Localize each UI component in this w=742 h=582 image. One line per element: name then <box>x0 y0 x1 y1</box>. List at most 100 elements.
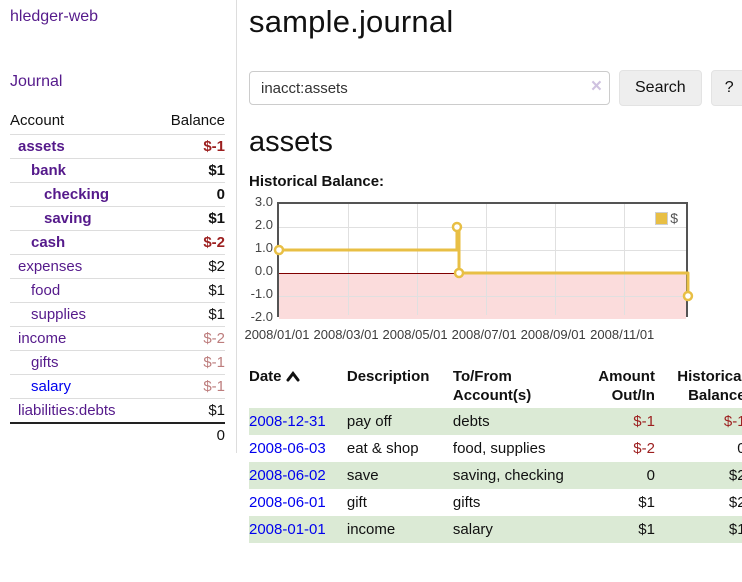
account-row: cash $-2 <box>10 230 225 255</box>
accounts-header-balance: Balance <box>170 112 225 129</box>
account-balance: $-1 <box>203 138 225 155</box>
account-link-gifts[interactable]: gifts <box>31 354 59 371</box>
register-row: 2008-06-01 gift gifts $1 $2 <box>249 489 742 516</box>
account-heading: assets <box>249 126 333 158</box>
account-row: gifts $-1 <box>10 350 225 375</box>
register-header-balance: Historical Balance <box>677 368 742 404</box>
account-row: salary $-1 <box>10 374 225 399</box>
transaction-date-link[interactable]: 2008-01-01 <box>249 521 326 538</box>
account-balance: $1 <box>208 402 225 419</box>
data-point-marker <box>273 244 285 256</box>
transaction-description: save <box>346 467 379 484</box>
register-header-accounts: To/From Account(s) <box>452 368 532 404</box>
transaction-accounts: gifts <box>452 494 481 511</box>
account-link-liabilities-debts[interactable]: liabilities:debts <box>18 402 116 419</box>
chart-plot: $ <box>273 202 694 319</box>
account-link-assets[interactable]: assets <box>18 138 65 155</box>
account-link-checking[interactable]: checking <box>44 186 110 203</box>
chart-title: Historical Balance: <box>249 173 385 190</box>
account-balance: 0 <box>216 186 225 203</box>
transaction-description: pay off <box>346 413 392 430</box>
data-point-marker <box>453 267 465 279</box>
transaction-balance: $1 <box>728 521 742 538</box>
register-row: 2008-12-31 pay off debts $-1 $-1 <box>249 408 742 435</box>
vertical-gridline <box>486 204 488 315</box>
legend-color-swatch <box>655 211 669 225</box>
vertical-gridline <box>555 204 557 315</box>
account-row: assets $-1 <box>10 134 225 159</box>
sort-ascending-icon <box>286 368 300 387</box>
register-table: Date Description To/From Account(s) Amou… <box>249 364 742 543</box>
horizontal-gridline <box>279 227 686 228</box>
transaction-date-link[interactable]: 2008-06-02 <box>249 467 326 484</box>
horizontal-gridline <box>279 250 686 251</box>
account-balance: $-1 <box>203 378 225 395</box>
search-form: × Search ? <box>249 70 742 106</box>
transaction-accounts: saving, checking <box>452 467 564 484</box>
y-axis-tick-label: 3.0 <box>254 194 273 209</box>
transaction-balance: $-1 <box>723 413 742 430</box>
register-row: 2008-06-03 eat & shop food, supplies $-2… <box>249 435 742 462</box>
account-link-cash[interactable]: cash <box>31 234 66 251</box>
account-link-supplies[interactable]: supplies <box>31 306 87 323</box>
transaction-description: gift <box>346 494 367 511</box>
account-row: food $1 <box>10 278 225 303</box>
transaction-date-link[interactable]: 2008-06-01 <box>249 494 326 511</box>
sidebar-item-journal[interactable]: Journal <box>10 73 63 90</box>
search-input-wrap: × <box>249 71 610 105</box>
account-balance: $1 <box>208 210 225 227</box>
account-balance: $1 <box>208 162 225 179</box>
transaction-balance: $2 <box>728 467 742 484</box>
transaction-date-link[interactable]: 2008-06-03 <box>249 440 326 457</box>
account-row: checking 0 <box>10 182 225 207</box>
search-input[interactable] <box>249 71 610 105</box>
transaction-accounts: debts <box>452 413 490 430</box>
account-balance: $1 <box>208 306 225 323</box>
account-row: expenses $2 <box>10 254 225 279</box>
account-row: income $-2 <box>10 326 225 351</box>
account-row: saving $1 <box>10 206 225 231</box>
vertical-gridline <box>624 204 626 315</box>
transaction-accounts: food, supplies <box>452 440 546 457</box>
transaction-amount: $1 <box>638 521 655 538</box>
x-axis-tick-label: 2008/03/01 <box>313 327 379 342</box>
x-axis-tick-label: 2008/11/01 <box>590 327 655 342</box>
account-link-expenses[interactable]: expenses <box>18 258 83 275</box>
vertical-gridline <box>348 204 350 315</box>
transaction-amount: 0 <box>646 467 655 484</box>
account-link-bank[interactable]: bank <box>31 162 67 179</box>
y-axis-tick-label: 1.0 <box>254 240 273 255</box>
register-header-row: Date Description To/From Account(s) Amou… <box>249 364 742 408</box>
search-help-button[interactable]: ? <box>710 70 742 106</box>
transaction-date-link[interactable]: 2008-12-31 <box>249 413 326 430</box>
transaction-balance: 0 <box>737 440 742 457</box>
account-link-income[interactable]: income <box>18 330 67 347</box>
account-row: bank $1 <box>10 158 225 183</box>
transaction-description: income <box>346 521 396 538</box>
x-axis-tick-label: 2008/09/01 <box>520 327 586 342</box>
register-header-amount: Amount Out/In <box>598 368 655 404</box>
y-axis-tick-label: 0.0 <box>254 263 273 278</box>
search-button[interactable]: Search <box>619 70 702 106</box>
account-balance: $-2 <box>203 330 225 347</box>
account-link-food[interactable]: food <box>31 282 61 299</box>
register-row: 2008-06-02 save saving, checking 0 $2 <box>249 462 742 489</box>
transaction-amount: $-1 <box>633 413 655 430</box>
y-axis-tick-label: -1.0 <box>250 286 273 301</box>
transaction-accounts: salary <box>452 521 493 538</box>
accounts-header-row: Account Balance <box>10 109 225 135</box>
transaction-amount: $1 <box>638 494 655 511</box>
account-balance: $2 <box>208 258 225 275</box>
app-title-link[interactable]: hledger-web <box>10 8 99 25</box>
legend-series-label: $ <box>670 210 678 226</box>
data-point-marker <box>451 221 463 233</box>
account-link-salary[interactable]: salary <box>31 378 72 395</box>
account-balance: $-1 <box>203 354 225 371</box>
y-axis-tick-label: 2.0 <box>254 217 273 232</box>
clear-search-icon[interactable]: × <box>590 76 602 97</box>
horizontal-gridline <box>279 296 686 297</box>
historical-balance-chart: $ 3.0 2.0 1.0 0.0 -1.0 -2.0 2008/01/01 2008/03/… <box>244 194 742 350</box>
register-row: 2008-01-01 income salary $1 $1 <box>249 516 742 543</box>
account-link-saving[interactable]: saving <box>44 210 92 227</box>
register-header-date[interactable]: Date <box>249 364 347 408</box>
